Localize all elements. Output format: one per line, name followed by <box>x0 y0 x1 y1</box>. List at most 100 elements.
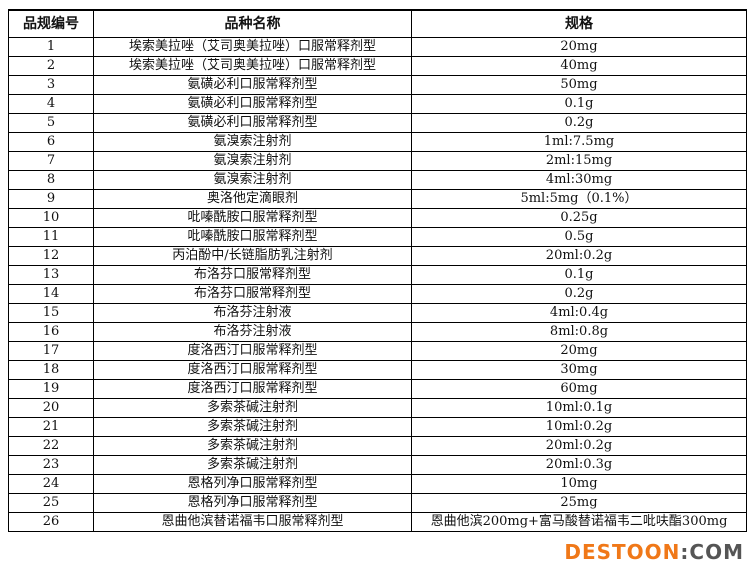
table-row: 9 奥洛他定滴眼剂 5ml:5mg（0.1%） <box>8 189 747 209</box>
drug-spec-table: 品规编号 品种名称 规格 1 埃索美拉唑（艾司奥美拉唑）口服常释剂型 20mg 2 埃索… <box>8 9 747 532</box>
spec-id-cell: 16 <box>8 322 94 342</box>
drug-name-cell: 多索茶碱注射剂 <box>93 398 412 418</box>
drug-name-cell: 吡嗪酰胺口服常释剂型 <box>93 208 412 228</box>
spec-id-cell: 8 <box>8 170 94 190</box>
spec-id-cell: 14 <box>8 284 94 304</box>
drug-name-cell: 氨磺必利口服常释剂型 <box>93 94 412 114</box>
specification-cell: 20ml:0.3g <box>411 455 747 475</box>
table-row: 17 度洛西汀口服常释剂型 20mg <box>8 341 747 361</box>
spec-id-cell: 20 <box>8 398 94 418</box>
drug-name-cell: 恩格列净口服常释剂型 <box>93 474 412 494</box>
spec-id-cell: 4 <box>8 94 94 114</box>
spec-id-cell: 3 <box>8 75 94 95</box>
spec-id-cell: 22 <box>8 436 94 456</box>
table-row: 21 多索茶碱注射剂 10ml:0.2g <box>8 417 747 437</box>
table-row: 5 氨磺必利口服常释剂型 0.2g <box>8 113 747 133</box>
drug-name-cell: 氨磺必利口服常释剂型 <box>93 113 412 133</box>
drug-name-cell: 恩格列净口服常释剂型 <box>93 493 412 513</box>
drug-name-cell: 布洛芬注射液 <box>93 303 412 323</box>
specification-cell: 20ml:0.2g <box>411 436 747 456</box>
specification-cell: 10ml:0.1g <box>411 398 747 418</box>
specification-cell: 10ml:0.2g <box>411 417 747 437</box>
drug-name-cell: 埃索美拉唑（艾司奥美拉唑）口服常释剂型 <box>93 56 412 76</box>
table-row: 1 埃索美拉唑（艾司奥美拉唑）口服常释剂型 20mg <box>8 37 747 57</box>
spec-id-cell: 17 <box>8 341 94 361</box>
specification-cell: 4ml:30mg <box>411 170 747 190</box>
spec-id-cell: 21 <box>8 417 94 437</box>
table-row: 25 恩格列净口服常释剂型 25mg <box>8 493 747 513</box>
table-row: 23 多索茶碱注射剂 20ml:0.3g <box>8 455 747 475</box>
header-drug-name: 品种名称 <box>93 9 412 38</box>
specification-cell: 20mg <box>411 341 747 361</box>
specification-cell: 0.2g <box>411 284 747 304</box>
drug-name-cell: 多索茶碱注射剂 <box>93 455 412 475</box>
spec-id-cell: 6 <box>8 132 94 152</box>
table-row: 16 布洛芬注射液 8ml:0.8g <box>8 322 747 342</box>
spec-id-cell: 11 <box>8 227 94 247</box>
specification-cell: 20mg <box>411 37 747 57</box>
drug-name-cell: 氨溴索注射剂 <box>93 132 412 152</box>
table-row: 11 吡嗪酰胺口服常释剂型 0.5g <box>8 227 747 247</box>
drug-name-cell: 氨溴索注射剂 <box>93 151 412 171</box>
table-row: 12 丙泊酚中/长链脂肪乳注射剂 20ml:0.2g <box>8 246 747 266</box>
spec-id-cell: 10 <box>8 208 94 228</box>
drug-name-cell: 恩曲他滨替诺福韦口服常释剂型 <box>93 512 412 532</box>
table-row: 14 布洛芬口服常释剂型 0.2g <box>8 284 747 304</box>
specification-cell: 30mg <box>411 360 747 380</box>
spec-id-cell: 9 <box>8 189 94 209</box>
table-row: 19 度洛西汀口服常释剂型 60mg <box>8 379 747 399</box>
drug-name-cell: 氨溴索注射剂 <box>93 170 412 190</box>
specification-cell: 4ml:0.4g <box>411 303 747 323</box>
specification-cell: 60mg <box>411 379 747 399</box>
specification-cell: 20ml:0.2g <box>411 246 747 266</box>
header-spec-id: 品规编号 <box>8 9 94 38</box>
spec-id-cell: 7 <box>8 151 94 171</box>
drug-name-cell: 丙泊酚中/长链脂肪乳注射剂 <box>93 246 412 266</box>
table-row: 20 多索茶碱注射剂 10ml:0.1g <box>8 398 747 418</box>
drug-name-cell: 度洛西汀口服常释剂型 <box>93 341 412 361</box>
spec-id-cell: 1 <box>8 37 94 57</box>
watermark-part1: DESTOON <box>564 540 681 564</box>
spec-id-cell: 26 <box>8 512 94 532</box>
specification-cell: 25mg <box>411 493 747 513</box>
spec-id-cell: 18 <box>8 360 94 380</box>
table-row: 24 恩格列净口服常释剂型 10mg <box>8 474 747 494</box>
specification-cell: 2ml:15mg <box>411 151 747 171</box>
table-row: 6 氨溴索注射剂 1ml:7.5mg <box>8 132 747 152</box>
specification-cell: 40mg <box>411 56 747 76</box>
drug-name-cell: 布洛芬口服常释剂型 <box>93 265 412 285</box>
drug-name-cell: 布洛芬注射液 <box>93 322 412 342</box>
table-row: 3 氨磺必利口服常释剂型 50mg <box>8 75 747 95</box>
table-row: 7 氨溴索注射剂 2ml:15mg <box>8 151 747 171</box>
table-row: 15 布洛芬注射液 4ml:0.4g <box>8 303 747 323</box>
watermark-part2: :COM <box>680 540 744 564</box>
drug-name-cell: 埃索美拉唑（艾司奥美拉唑）口服常释剂型 <box>93 37 412 57</box>
header-row: 品规编号 品种名称 规格 <box>8 9 747 38</box>
table-row: 18 度洛西汀口服常释剂型 30mg <box>8 360 747 380</box>
watermark-logo: DESTOON:COM <box>564 540 744 564</box>
spec-id-cell: 5 <box>8 113 94 133</box>
spec-id-cell: 2 <box>8 56 94 76</box>
table-row: 10 吡嗪酰胺口服常释剂型 0.25g <box>8 208 747 228</box>
specification-cell: 1ml:7.5mg <box>411 132 747 152</box>
drug-name-cell: 布洛芬口服常释剂型 <box>93 284 412 304</box>
spec-id-cell: 25 <box>8 493 94 513</box>
spec-id-cell: 15 <box>8 303 94 323</box>
table-row: 26 恩曲他滨替诺福韦口服常释剂型 恩曲他滨200mg+富马酸替诺福韦二吡呋酯300… <box>8 512 747 532</box>
table-row: 13 布洛芬口服常释剂型 0.1g <box>8 265 747 285</box>
header-specification: 规格 <box>411 9 747 38</box>
specification-cell: 8ml:0.8g <box>411 322 747 342</box>
specification-cell: 0.1g <box>411 94 747 114</box>
specification-cell: 0.2g <box>411 113 747 133</box>
table-body: 1 埃索美拉唑（艾司奥美拉唑）口服常释剂型 20mg 2 埃索美拉唑（艾司奥美拉唑）口服… <box>8 37 747 532</box>
spec-id-cell: 19 <box>8 379 94 399</box>
drug-name-cell: 氨磺必利口服常释剂型 <box>93 75 412 95</box>
table-row: 4 氨磺必利口服常释剂型 0.1g <box>8 94 747 114</box>
specification-cell: 0.5g <box>411 227 747 247</box>
spec-id-cell: 13 <box>8 265 94 285</box>
spec-id-cell: 23 <box>8 455 94 475</box>
specification-cell: 10mg <box>411 474 747 494</box>
drug-name-cell: 吡嗪酰胺口服常释剂型 <box>93 227 412 247</box>
table-row: 2 埃索美拉唑（艾司奥美拉唑）口服常释剂型 40mg <box>8 56 747 76</box>
specification-cell: 0.25g <box>411 208 747 228</box>
